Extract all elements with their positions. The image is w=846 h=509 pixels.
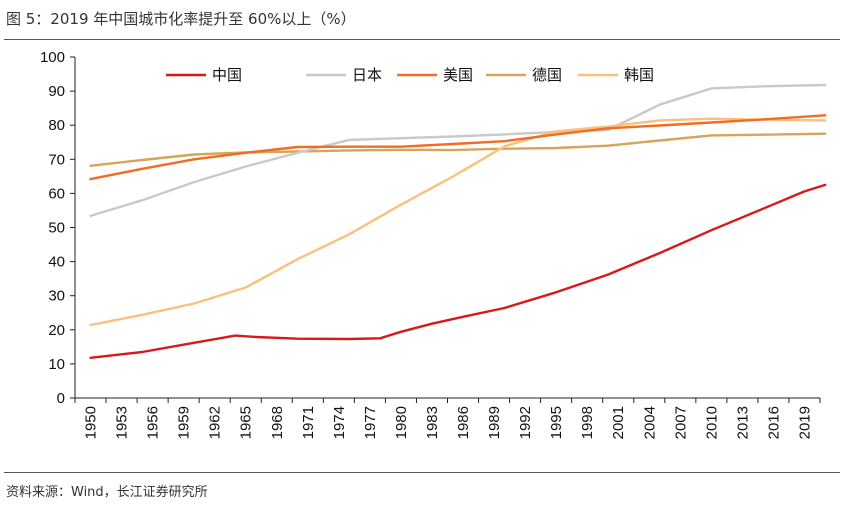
x-tick-label: 2019 — [796, 406, 813, 439]
chart-legend: 中国 日本 美国 德国 韩国 — [166, 66, 654, 84]
x-tick-label: 1953 — [114, 406, 131, 439]
y-tick-label: 20 — [48, 322, 65, 339]
x-tick-label: 1968 — [269, 406, 286, 439]
x-tick-label: 1998 — [579, 406, 596, 439]
y-tick-label: 0 — [57, 390, 65, 407]
chart-lines — [89, 83, 827, 359]
legend-label-4: 德国 — [532, 66, 562, 84]
source-divider — [4, 472, 840, 473]
y-tick-label: 90 — [48, 83, 65, 100]
series-line-4 — [89, 132, 827, 168]
y-tick-label: 30 — [48, 288, 65, 305]
x-tick-label: 1986 — [455, 406, 472, 439]
y-tick-label: 10 — [48, 356, 65, 373]
legend-label-2: 日本 — [352, 66, 382, 84]
x-tick-label: 1983 — [424, 406, 441, 439]
series-line-5 — [89, 117, 827, 327]
x-tick-label: 2004 — [641, 406, 658, 439]
x-tick-label: 1989 — [486, 406, 503, 439]
x-tick-label: 1980 — [393, 406, 410, 439]
figure-title: 图 5：2019 年中国城市化率提升至 60%以上（%） — [6, 10, 356, 28]
y-tick-label: 60 — [48, 185, 65, 202]
series-line-1 — [89, 183, 827, 359]
source-note: 资料来源：Wind，长江证券研究所 — [6, 485, 208, 500]
x-tick-label: 1992 — [517, 406, 534, 439]
x-tick-label: 1977 — [362, 406, 379, 439]
x-tick-label: 1965 — [238, 406, 255, 439]
title-divider — [4, 39, 840, 40]
x-tick-label: 1974 — [331, 406, 348, 439]
x-tick-label: 1956 — [145, 406, 162, 439]
y-tick-label: 50 — [48, 220, 65, 237]
legend-label-1: 中国 — [212, 66, 242, 84]
x-tick-label: 1950 — [83, 406, 100, 439]
series-line-3 — [89, 114, 827, 181]
x-tick-label: 1971 — [300, 406, 317, 439]
x-tick-label: 1995 — [548, 406, 565, 439]
x-tick-label: 2013 — [734, 406, 751, 439]
y-tick-label: 70 — [48, 151, 65, 168]
legend-label-5: 韩国 — [624, 66, 654, 84]
x-tick-label: 2010 — [703, 406, 720, 439]
x-tick-label: 1959 — [176, 406, 193, 439]
chart-axes: 0 10 20 30 40 50 60 70 80 90 100 1950 1953 1956 1959 19… — [40, 49, 821, 439]
y-tick-label: 40 — [48, 254, 65, 271]
x-tick-label: 1962 — [207, 406, 224, 439]
y-tick-label: 80 — [48, 117, 65, 134]
x-tick-label: 2016 — [765, 406, 782, 439]
x-tick-label: 2001 — [610, 406, 627, 439]
y-tick-label: 100 — [40, 49, 65, 66]
x-tick-label: 2007 — [672, 406, 689, 439]
series-line-2 — [89, 83, 827, 218]
legend-label-3: 美国 — [443, 66, 473, 84]
